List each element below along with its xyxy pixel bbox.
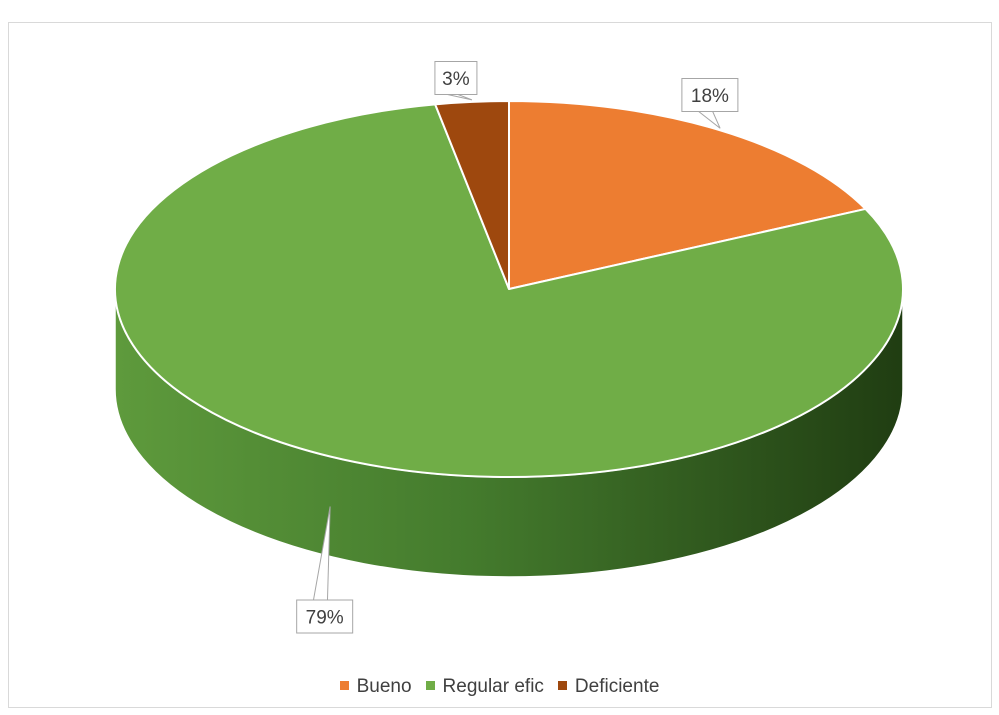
data-label-deficiente: 3% — [442, 69, 470, 90]
legend-label-deficiente: Deficiente — [574, 676, 660, 697]
pie-slice-deficiente — [434, 100, 510, 290]
pie-slice-bueno — [508, 100, 867, 290]
legend-label-regular-efic: Regular efic — [442, 676, 544, 697]
legend: Bueno Regular efic Deficiente — [0, 676, 999, 698]
legend-swatch-deficiente — [557, 681, 567, 690]
legend-swatch-bueno — [339, 681, 349, 690]
data-label-box-bueno — [681, 78, 739, 112]
data-label-box-deficiente — [434, 61, 478, 95]
data-label-bueno: 18% — [691, 86, 729, 107]
legend-swatch-regular-efic — [425, 681, 435, 690]
legend-label-bueno: Bueno — [356, 676, 412, 697]
legend-item-regular-efic: Regular efic — [425, 676, 544, 698]
data-label-regular-efic: 79% — [306, 608, 344, 629]
legend-item-deficiente: Deficiente — [557, 676, 660, 698]
data-label-leader-deficiente — [447, 94, 473, 101]
legend-item-bueno: Bueno — [339, 676, 412, 698]
pie-slice-regular-efic — [114, 103, 904, 478]
data-label-box-regular-efic — [296, 599, 354, 634]
